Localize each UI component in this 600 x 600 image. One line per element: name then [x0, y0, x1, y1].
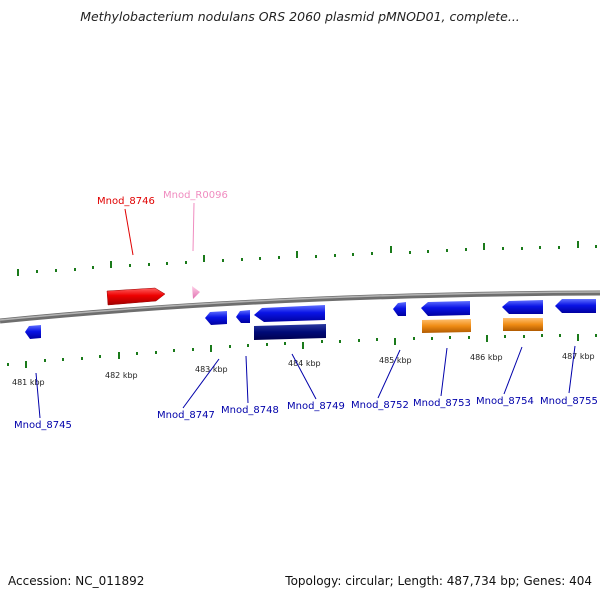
leader-mnod-8752 — [377, 349, 401, 399]
leader-mnod-8755 — [568, 345, 576, 394]
rna-mnod-r0096-arrow[interactable] — [192, 286, 200, 299]
gene-mnod-8746-arrow[interactable] — [106, 287, 166, 306]
gene-orange-feature-1[interactable] — [422, 319, 471, 333]
gene-mnod-8747-arrow[interactable] — [205, 311, 227, 325]
accession-label: Accession: NC_011892 — [8, 574, 145, 588]
topology-summary: Topology: circular; Length: 487,734 bp; … — [285, 574, 592, 588]
gene-label-mnod-8746[interactable]: Mnod_8746 — [97, 196, 155, 207]
gene-mnod-8748-arrow[interactable] — [236, 310, 250, 323]
gene-mnod-8755-arrow[interactable] — [555, 299, 596, 313]
leader-mnod-r0096 — [192, 202, 195, 252]
scale-label: 486 kbp — [470, 353, 503, 362]
leader-mnod-8746 — [124, 208, 134, 256]
gene-mnod-8745-arrow[interactable] — [25, 325, 41, 339]
scale-label: 484 kbp — [288, 359, 321, 368]
gene-mnod-8753-arrow[interactable] — [421, 301, 470, 316]
scale-label: 482 kbp — [105, 371, 138, 380]
gene-label-mnod-8752[interactable]: Mnod_8752 — [351, 400, 409, 411]
scale-label: 487 kbp — [562, 352, 595, 361]
leader-mnod-8754 — [503, 346, 523, 395]
leader-mnod-8749 — [291, 353, 317, 400]
gene-orange-feature-2[interactable] — [503, 318, 543, 331]
gene-label-mnod-8754[interactable]: Mnod_8754 — [476, 396, 534, 407]
gene-label-mnod-8747[interactable]: Mnod_8747 — [157, 410, 215, 421]
gene-label-mnod-8745[interactable]: Mnod_8745 — [14, 420, 72, 431]
gene-mnod-8754-arrow[interactable] — [502, 300, 543, 314]
backbone-arc — [0, 290, 600, 324]
gene-mnod-8752-arrow[interactable] — [393, 302, 406, 316]
gene-mnod-8749-arrow[interactable] — [254, 305, 325, 322]
inner-tick-row — [7, 334, 597, 368]
gene-label-mnod-8749[interactable]: Mnod_8749 — [287, 401, 345, 412]
gene-label-mnod-8755[interactable]: Mnod_8755 — [540, 396, 598, 407]
gene-label-mnod-r0096[interactable]: Mnod_R0096 — [163, 190, 228, 201]
leader-mnod-8753 — [440, 347, 448, 397]
map-title: Methylobacterium nodulans ORS 2060 plasm… — [80, 9, 520, 24]
gene-label-mnod-8753[interactable]: Mnod_8753 — [413, 398, 471, 409]
gene-label-mnod-8748[interactable]: Mnod_8748 — [221, 405, 279, 416]
leader-mnod-8745 — [35, 372, 41, 419]
leader-mnod-8748 — [245, 355, 249, 404]
gene-dark-feature-bar[interactable] — [254, 324, 326, 340]
outer-tick-row — [17, 241, 597, 276]
scale-label: 481 kbp — [12, 378, 45, 387]
leader-mnod-8747 — [182, 358, 220, 409]
